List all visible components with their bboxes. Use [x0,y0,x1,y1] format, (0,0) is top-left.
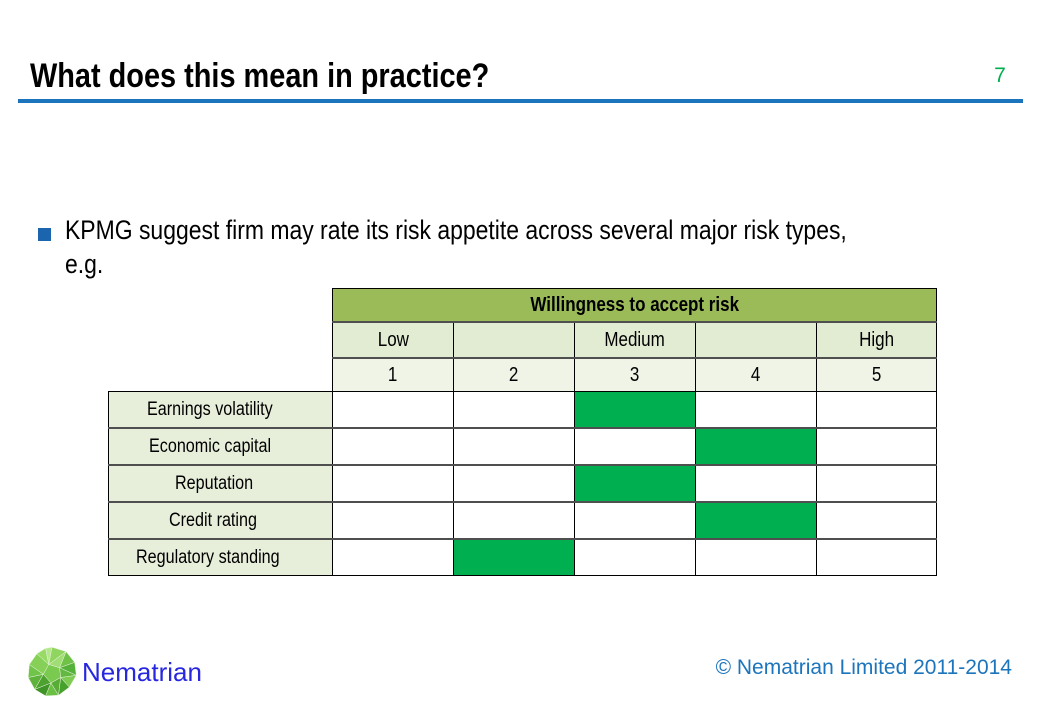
rating-cell [574,501,696,540]
level-labels-row: Low Medium High [108,321,937,359]
header-spacer-cell [108,288,333,322]
rating-cell [816,464,937,503]
table-row: Reputation [108,464,937,503]
table-row: Credit rating [108,501,937,540]
rating-cell [332,538,454,576]
row-label: Credit rating [108,501,333,540]
table-header-title: Willingness to accept risk [332,288,937,323]
rating-cell [574,538,696,576]
rating-cell-selected [453,538,575,576]
risk-table-body: Earnings volatility Economic capital Reput… [108,391,937,576]
rating-cell-selected [695,501,817,540]
bullet-line-2: e.g. [65,249,104,279]
row-label: Reputation [108,464,333,503]
scale-cell-5: 5 [816,357,937,392]
rating-cell [574,427,696,466]
rating-cell [332,427,454,466]
scale-numbers-row: 1 2 3 4 5 [108,357,937,392]
rating-cell [332,501,454,540]
brand-name: Nematrian [82,657,202,687]
rating-cell [332,391,454,429]
row-label: Regulatory standing [108,538,333,576]
scale-cell-1: 1 [332,357,454,392]
rating-cell [453,464,575,503]
rating-cell [816,427,937,466]
risk-appetite-table: Willingness to accept risk Low Medium Hi… [108,288,937,576]
bullet-line-1: KPMG suggest firm may rate its risk appe… [65,215,847,245]
header-spacer-cell [108,322,333,358]
scale-cell-2: 2 [453,357,575,392]
level-label-blank [695,321,817,359]
rating-cell [816,538,937,576]
bullet-paragraph: KPMG suggest firm may rate its risk appe… [65,213,1005,281]
level-label-high: High [816,321,937,359]
table-header-row: Willingness to accept risk [108,288,937,323]
scale-cell-4: 4 [695,357,817,392]
level-label-medium: Medium [574,321,696,359]
rating-cell-selected [695,427,817,466]
rating-cell [695,538,817,576]
page-number: 7 [994,64,1006,87]
table-row: Regulatory standing [108,538,937,576]
level-label-low: Low [332,321,454,359]
rating-cell [816,391,937,429]
rating-cell [453,501,575,540]
rating-cell [695,464,817,503]
rating-cell [453,427,575,466]
nematrian-logo-icon [27,646,77,697]
slide-title: What does this mean in practice? [30,57,490,95]
rating-cell [453,391,575,429]
scale-cell-3: 3 [574,357,696,392]
rating-cell-selected [574,464,696,503]
level-label-blank [453,321,575,359]
row-label: Economic capital [108,427,333,466]
header-spacer-cell [108,358,333,392]
copyright-text: © Nematrian Limited 2011-2014 [715,656,1012,679]
rating-cell-selected [574,391,696,429]
rating-cell [816,501,937,540]
title-underline-rule [18,99,1023,103]
table-row: Earnings volatility [108,391,937,429]
bullet-square-icon [38,228,51,241]
row-label: Earnings volatility [108,391,333,429]
rating-cell [695,391,817,429]
rating-cell [332,464,454,503]
table-row: Economic capital [108,427,937,466]
